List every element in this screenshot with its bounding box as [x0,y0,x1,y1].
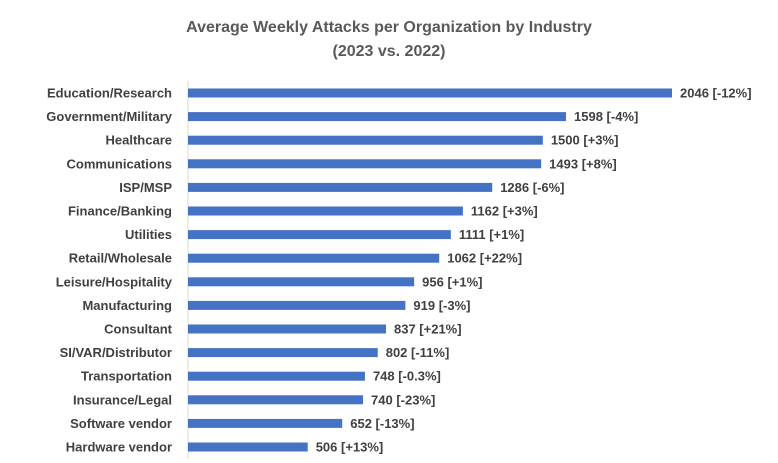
category-label: Education/Research [47,86,172,101]
chart-subtitle: (2023 vs. 2022) [332,43,446,60]
category-label: ISP/MSP [119,180,172,195]
data-label: 956 [+1%] [422,274,482,289]
chart-title-block: Average Weekly Attacks per Organization … [0,16,778,64]
bar [188,418,343,428]
data-label: 1111 [+1%] [459,227,524,242]
bar [188,395,364,405]
bar [188,253,440,263]
bar [188,442,308,452]
category-label: Hardware vendor [66,440,172,455]
bar [188,230,451,240]
category-label: Insurance/Legal [73,392,172,407]
data-label: 1493 [+8%] [549,156,617,171]
data-label: 748 [-0.3%] [373,369,441,384]
data-label: 652 [-13%] [350,416,414,431]
bar [188,371,365,381]
category-label: Consultant [104,322,173,337]
data-label: 740 [-23%] [371,392,435,407]
bar [188,348,378,358]
data-label: 837 [+21%] [394,322,462,337]
data-label: 919 [-3%] [413,298,470,313]
data-label: 506 [+13%] [316,440,384,455]
data-label: 2046 [-12%] [680,86,752,101]
bar [188,324,386,334]
bar [188,277,415,287]
data-label: 1598 [-4%] [574,109,638,124]
data-label: 1162 [+3%] [471,204,538,219]
category-label: Software vendor [70,416,172,431]
data-label: 1062 [+22%] [447,251,522,266]
bar [188,88,672,98]
bar [188,206,463,216]
data-label: 1286 [-6%] [500,180,564,195]
category-label: Finance/Banking [68,204,172,219]
bar [188,182,493,192]
bar [188,300,406,310]
chart-title: Average Weekly Attacks per Organization … [186,19,592,36]
category-label: SI/VAR/Distributor [60,345,172,360]
data-label: 1500 [+3%] [551,133,619,148]
category-label: Leisure/Hospitality [56,274,173,289]
category-label: Utilities [125,227,172,242]
bar [188,112,567,122]
data-label: 802 [-11%] [386,345,450,360]
category-label: Healthcare [106,133,172,148]
bar [188,135,543,145]
category-label: Manufacturing [82,298,172,313]
category-label: Transportation [81,369,172,384]
category-label: Retail/Wholesale [69,251,172,266]
category-label: Communications [67,156,172,171]
category-label: Government/Military [46,109,172,124]
bar [188,159,542,169]
